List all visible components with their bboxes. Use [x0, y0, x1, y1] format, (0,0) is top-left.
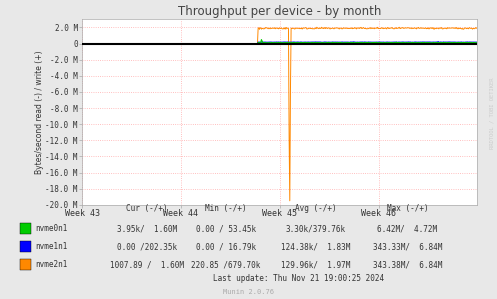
Text: 124.38k/  1.83M: 124.38k/ 1.83M	[281, 242, 350, 251]
Text: 343.33M/  6.84M: 343.33M/ 6.84M	[373, 242, 442, 251]
Text: Min (-/+): Min (-/+)	[205, 204, 247, 213]
Text: 0.00 /202.35k: 0.00 /202.35k	[117, 242, 176, 251]
Text: nvme2n1: nvme2n1	[35, 260, 67, 269]
Text: 0.00 / 16.79k: 0.00 / 16.79k	[196, 242, 256, 251]
Text: Max (-/+): Max (-/+)	[387, 204, 428, 213]
Text: nvme1n1: nvme1n1	[35, 242, 67, 251]
Text: Avg (-/+): Avg (-/+)	[295, 204, 336, 213]
Text: 3.30k/379.76k: 3.30k/379.76k	[286, 224, 345, 233]
Text: RRDTOOL / TOBI OETIKER: RRDTOOL / TOBI OETIKER	[490, 78, 495, 150]
Text: 3.95k/  1.60M: 3.95k/ 1.60M	[117, 224, 176, 233]
Text: nvme0n1: nvme0n1	[35, 224, 67, 233]
Text: 0.00 / 53.45k: 0.00 / 53.45k	[196, 224, 256, 233]
Text: Last update: Thu Nov 21 19:00:25 2024: Last update: Thu Nov 21 19:00:25 2024	[213, 274, 384, 283]
Text: Cur (-/+): Cur (-/+)	[126, 204, 167, 213]
Text: 6.42M/  4.72M: 6.42M/ 4.72M	[378, 224, 437, 233]
Title: Throughput per device - by month: Throughput per device - by month	[178, 5, 381, 18]
Text: 1007.89 /  1.60M: 1007.89 / 1.60M	[110, 260, 183, 269]
Text: 220.85 /679.70k: 220.85 /679.70k	[191, 260, 261, 269]
Text: Munin 2.0.76: Munin 2.0.76	[223, 289, 274, 295]
Text: 129.96k/  1.97M: 129.96k/ 1.97M	[281, 260, 350, 269]
Text: 343.38M/  6.84M: 343.38M/ 6.84M	[373, 260, 442, 269]
Y-axis label: Bytes/second read (-) / write (+): Bytes/second read (-) / write (+)	[35, 50, 44, 174]
